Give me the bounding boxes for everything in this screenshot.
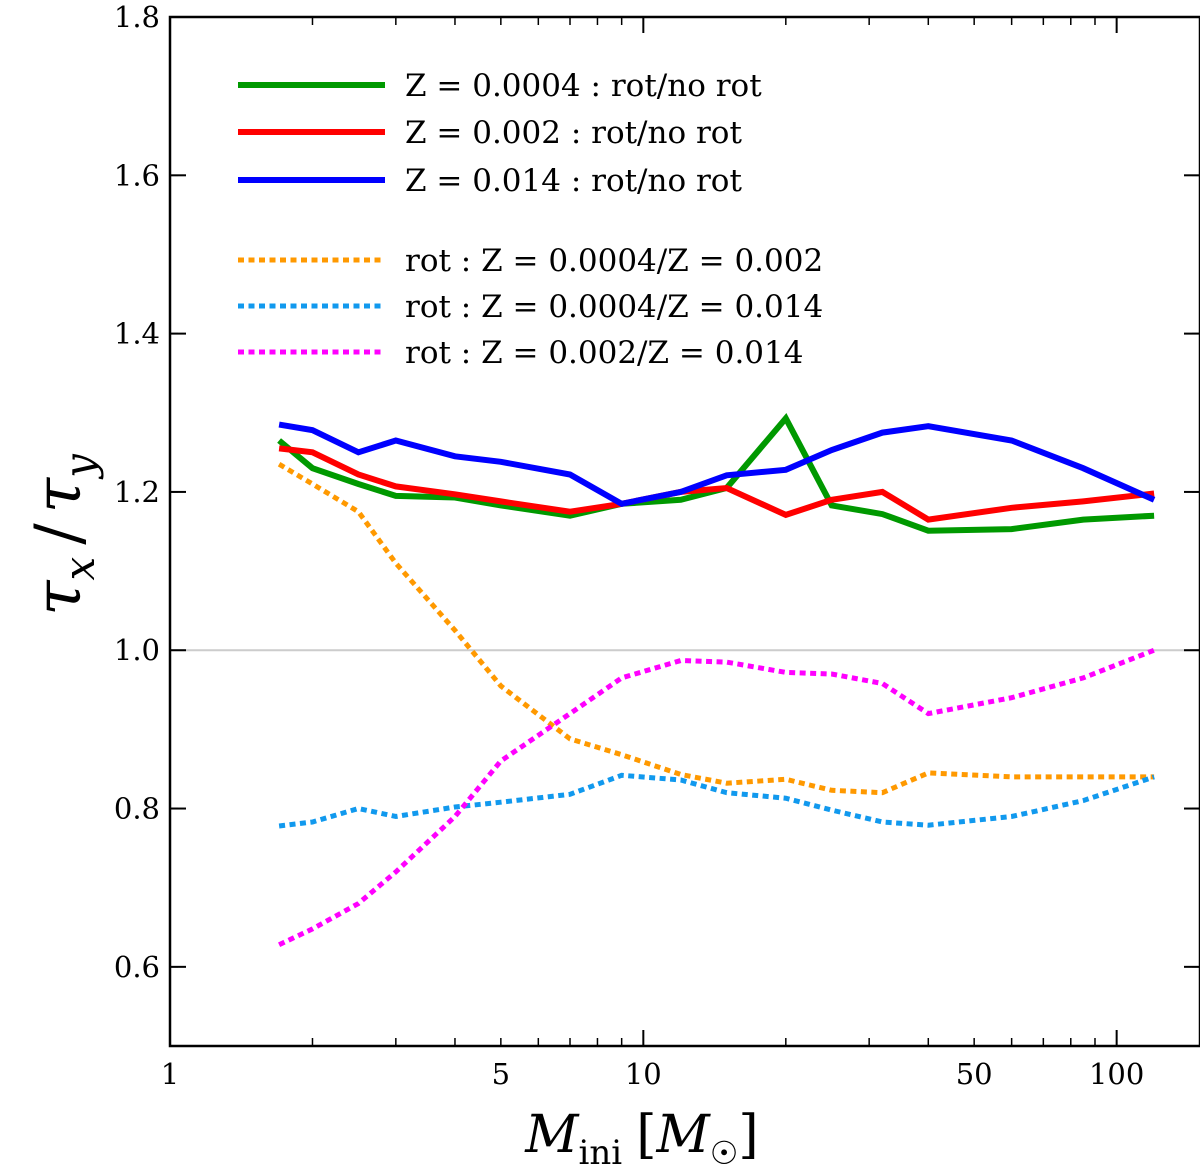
y-axis-label: τx/τy	[22, 453, 104, 616]
x-label-close-bracket: ]	[738, 1105, 758, 1165]
legend-label-5: rot : Z = 0.0004/Z = 0.014	[405, 289, 823, 325]
x-tick-label: 10	[625, 1057, 662, 1091]
y-tick-label: 1.2	[114, 475, 160, 509]
series-line-5	[278, 772, 1155, 829]
x-label-bracket-main: M	[655, 1105, 711, 1165]
legend-label-4: rot : Z = 0.0004/Z = 0.002	[405, 243, 823, 279]
series-line-4	[277, 462, 1155, 796]
y-tick-label: 1.6	[114, 158, 160, 192]
series-line-3	[278, 421, 1156, 507]
ticks-layer: 0.6 0.8 1.0 1.2 1.4 1.6 1.8 1 5 10 50 100	[114, 0, 1200, 1091]
x-label-bracket-sub: ☉	[710, 1134, 739, 1170]
x-tick-label: 50	[956, 1057, 993, 1091]
x-label-main: M	[524, 1105, 580, 1165]
legend: Z = 0.0004 : rot/no rot Z = 0.002 : rot/n…	[238, 68, 823, 371]
x-tick-label: 1	[161, 1057, 179, 1091]
series-line-1	[277, 412, 1155, 534]
plot-frame	[168, 15, 1200, 1048]
y-label-b: τ	[22, 476, 96, 513]
legend-label-6: rot : Z = 0.002/Z = 0.014	[405, 335, 803, 371]
y-label-sep: /	[22, 523, 96, 545]
x-label-open-bracket: [	[636, 1105, 656, 1165]
legend-label-2: Z = 0.002 : rot/no rot	[405, 115, 742, 151]
y-label-b-sub: y	[55, 453, 104, 480]
y-tick-label: 0.6	[114, 950, 160, 984]
y-tick-label: 1.0	[114, 633, 160, 667]
y-tick-label: 1.4	[114, 317, 160, 351]
plot-background	[170, 17, 1200, 1046]
x-tick-label: 100	[1089, 1057, 1144, 1091]
x-label-sub: ini	[579, 1133, 623, 1170]
y-tick-label: 0.8	[114, 792, 160, 826]
legend-label-1: Z = 0.0004 : rot/no rot	[405, 68, 762, 104]
y-label-a: τ	[22, 579, 96, 616]
series-layer	[277, 412, 1156, 947]
legend-label-3: Z = 0.014 : rot/no rot	[405, 163, 742, 199]
x-tick-label: 5	[492, 1057, 510, 1091]
y-label-a-sub: x	[55, 556, 104, 580]
y-tick-label: 1.8	[114, 0, 160, 34]
x-axis-label: Mini [M☉]	[524, 1105, 758, 1170]
